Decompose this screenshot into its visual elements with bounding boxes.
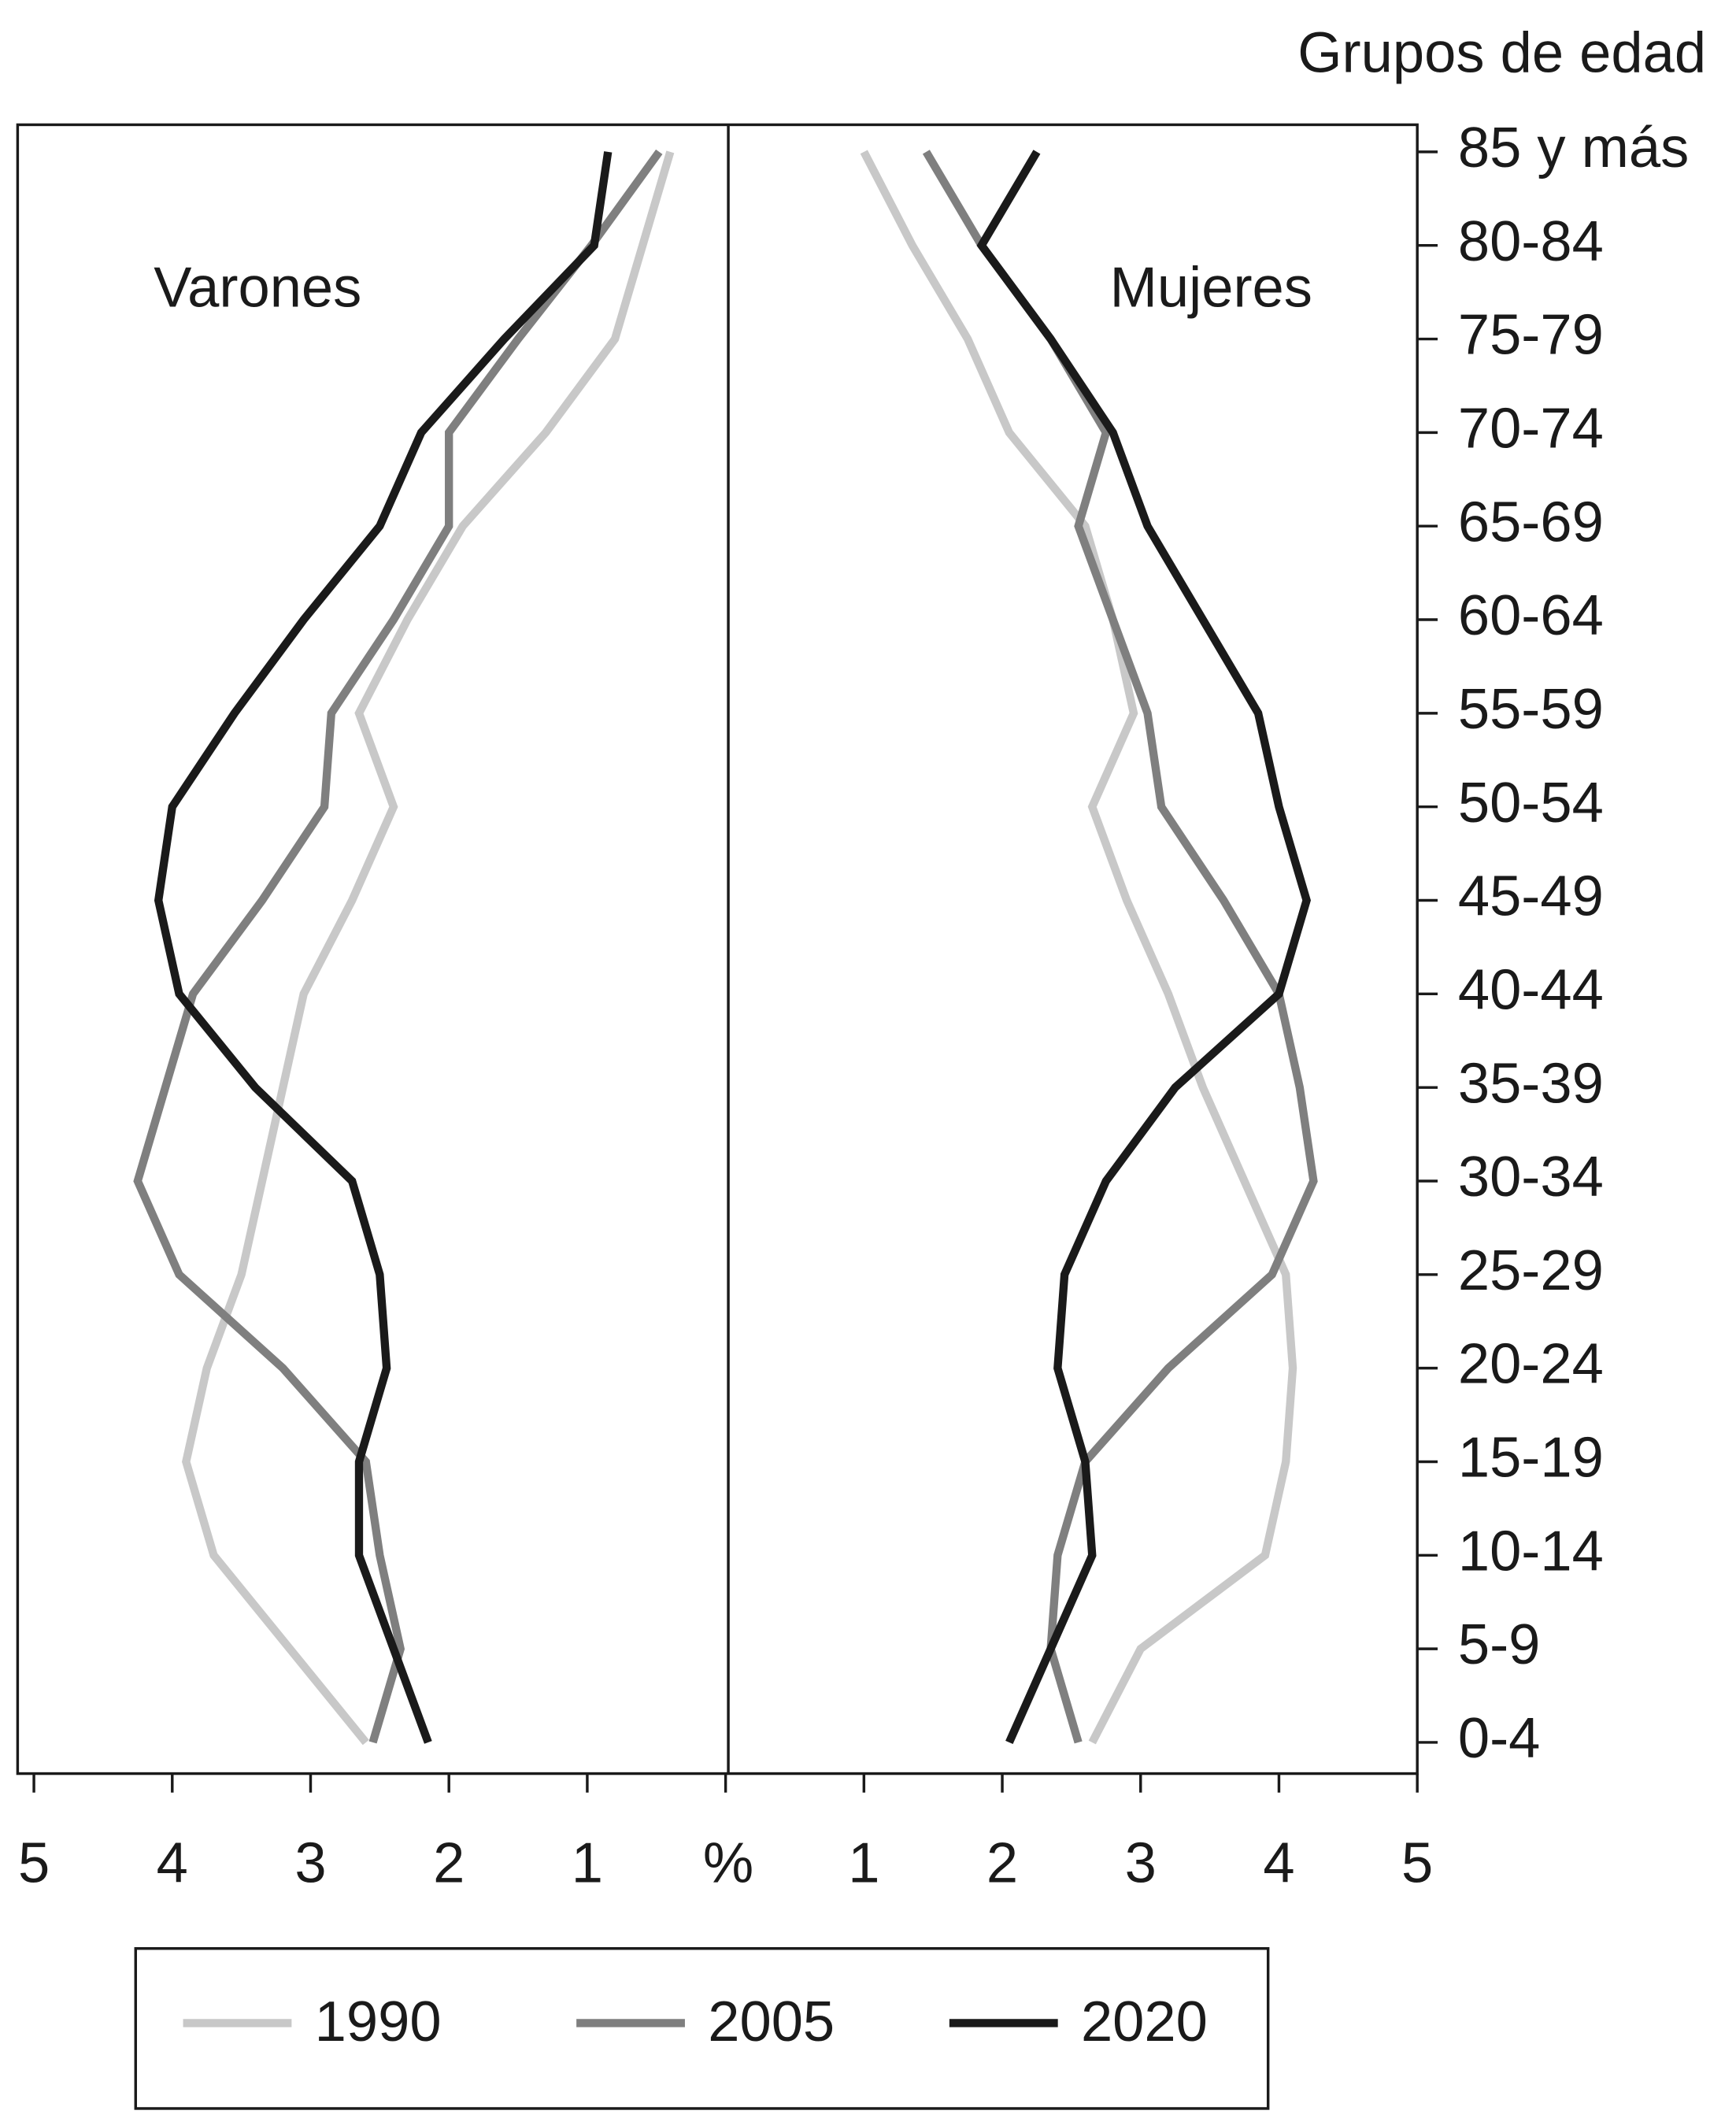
chart-title: Grupos de edad xyxy=(1297,21,1706,84)
y-tick-label: 50-54 xyxy=(1458,772,1604,835)
x-tick-label: 4 xyxy=(157,1832,188,1895)
x-tick-label: 4 xyxy=(1263,1832,1294,1895)
plot-frame xyxy=(16,123,1419,1775)
series-line xyxy=(154,151,613,1744)
y-tick-label: 80-84 xyxy=(1458,210,1604,273)
y-tick-label: 45-49 xyxy=(1458,865,1604,928)
legend xyxy=(134,1947,1270,2110)
y-tick-label: 35-39 xyxy=(1458,1052,1604,1115)
y-tick-label: 30-34 xyxy=(1458,1146,1604,1209)
x-tick-label: 1 xyxy=(572,1832,603,1895)
y-tick-label: 0-4 xyxy=(1458,1707,1541,1770)
y-tick-label: 75-79 xyxy=(1458,304,1604,367)
y-tick-label: 55-59 xyxy=(1458,678,1604,741)
y-tick-label: 5-9 xyxy=(1458,1613,1541,1676)
panel-label: Varones xyxy=(154,256,361,319)
series-line xyxy=(860,150,1297,1745)
y-tick-label: 60-64 xyxy=(1458,584,1604,647)
y-tick-label: 10-14 xyxy=(1458,1520,1604,1583)
series-line xyxy=(182,150,675,1746)
y-tick-label: 65-69 xyxy=(1458,491,1604,554)
x-tick-label: 3 xyxy=(1125,1832,1157,1895)
x-tick-label: 3 xyxy=(294,1832,326,1895)
y-tick-label: 20-24 xyxy=(1458,1333,1604,1396)
y-tick-label: 85 y más xyxy=(1458,117,1689,180)
legend-label: 2005 xyxy=(708,1990,835,2053)
x-tick-label: 1 xyxy=(848,1832,879,1895)
x-tick-label: 5 xyxy=(18,1832,50,1895)
y-tick-label: 15-19 xyxy=(1458,1427,1604,1490)
series-line xyxy=(133,149,663,1744)
y-tick-label: 70-74 xyxy=(1458,397,1604,460)
y-tick-label: 25-29 xyxy=(1458,1239,1604,1302)
x-tick-label: 2 xyxy=(986,1832,1018,1895)
legend-label: 2020 xyxy=(1081,1990,1208,2053)
x-tick-label: 5 xyxy=(1401,1832,1433,1895)
panel-label: Mujeres xyxy=(1110,256,1312,319)
y-tick-label: 40-44 xyxy=(1458,958,1604,1021)
legend-label: 1990 xyxy=(315,1990,442,2053)
x-tick-label: 2 xyxy=(433,1832,465,1895)
series-line xyxy=(922,150,1318,1744)
x-axis-label: % xyxy=(703,1832,753,1895)
series-line xyxy=(976,150,1311,1745)
